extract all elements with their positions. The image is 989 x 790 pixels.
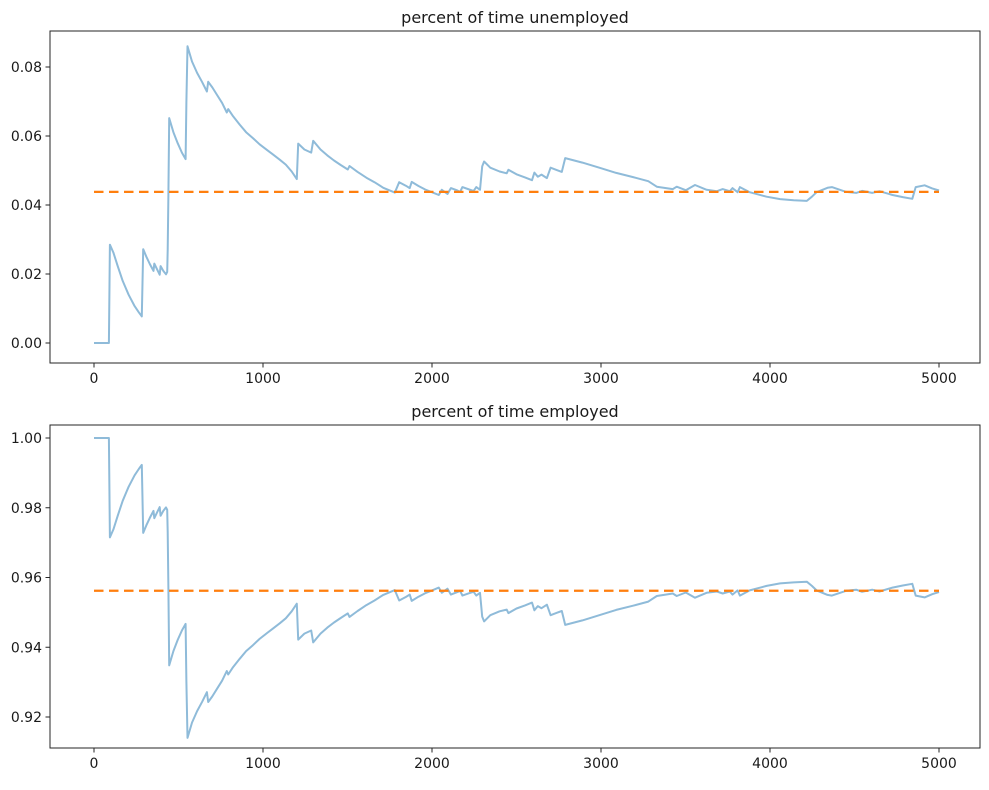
x-tick-label: 2000 [414, 371, 450, 387]
x-tick-label: 4000 [752, 371, 788, 387]
axes-frame [49, 30, 981, 364]
unemployed-share-path-line [94, 45, 940, 344]
y-tick-label: 0.98 [11, 501, 42, 517]
x-tick-label: 5000 [921, 756, 957, 772]
y-tick-label: 0.06 [11, 129, 42, 145]
y-tick-label: 0.94 [11, 640, 42, 656]
y-tick-label: 1.00 [11, 431, 42, 447]
y-tick-label: 0.04 [11, 198, 42, 214]
x-tick-label: 5000 [921, 371, 957, 387]
y-tick-label: 0.92 [11, 710, 42, 726]
x-tick-label: 2000 [414, 756, 450, 772]
subplot-unemployed: percent of time unemployed 0 1000 2000 3000 4… [11, 8, 981, 387]
y-tick-label: 0.02 [11, 267, 42, 283]
employed-share-path-line [94, 437, 940, 739]
axes-frame [49, 424, 981, 749]
x-tick-label: 0 [90, 756, 99, 772]
x-tick-label: 4000 [752, 756, 788, 772]
subplot-employed: percent of time employed 0 1000 2000 3000 400… [11, 402, 981, 772]
x-tick-label: 1000 [245, 756, 281, 772]
subplot-title: percent of time unemployed [401, 8, 629, 27]
subplot-title: percent of time employed [411, 402, 618, 421]
y-tick-label: 0.08 [11, 60, 42, 76]
x-tick-label: 3000 [583, 756, 619, 772]
x-tick-label: 0 [90, 371, 99, 387]
x-tick-label: 1000 [245, 371, 281, 387]
y-tick-label: 0.96 [11, 571, 42, 587]
y-tick-label: 0.00 [11, 336, 42, 352]
x-tick-label: 3000 [583, 371, 619, 387]
